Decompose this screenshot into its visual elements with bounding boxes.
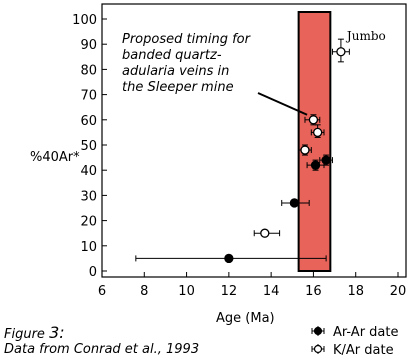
y-tick-label-100: 100 xyxy=(72,13,97,28)
marker-open xyxy=(260,228,270,238)
x-tick-label-12: 12 xyxy=(221,284,238,299)
y-tick-label-10: 10 xyxy=(80,240,97,255)
x-tick-label-20: 20 xyxy=(390,284,407,299)
y-tick-label-80: 80 xyxy=(80,63,97,78)
x-tick-label-14: 14 xyxy=(263,284,280,299)
data-point-arar-1 xyxy=(135,253,327,264)
x-tick-label-10: 10 xyxy=(178,284,195,299)
figure-number: 3: xyxy=(49,323,65,342)
marker-open xyxy=(300,145,310,155)
marker-filled xyxy=(321,155,331,165)
annotation-line-2: banded quartz- xyxy=(122,48,222,63)
annotation-box: Proposed timing for banded quartz- adula… xyxy=(122,32,302,96)
figure-caption: Figure 3: xyxy=(4,323,65,342)
data-point-kar-2 xyxy=(298,144,312,156)
axis-layer: 0 10 20 30 40 50 60 70 80 90 100 6 8 10 12 14 16 18 20 xyxy=(72,13,406,299)
legend: Ar-Ar date K/Ar date xyxy=(311,325,399,358)
x-tick-label-18: 18 xyxy=(347,284,364,299)
highlight-band xyxy=(297,11,332,272)
annotation-arrow xyxy=(257,92,308,116)
marker-open xyxy=(336,47,346,57)
y-tick-label-70: 70 xyxy=(80,89,97,104)
highlight-band-layer xyxy=(297,11,332,272)
legend-label-1: Ar-Ar date xyxy=(333,325,399,340)
legend-label-2: K/Ar date xyxy=(333,343,394,358)
data-point-arar-3 xyxy=(306,159,325,171)
x-tick-label-8: 8 xyxy=(140,284,148,299)
marker-filled xyxy=(289,198,300,208)
y-axis-label: %40Ar* xyxy=(30,150,80,165)
marker-open xyxy=(308,115,319,125)
x-axis-label: Age (Ma) xyxy=(216,311,275,326)
legend-marker xyxy=(313,326,323,336)
y-tick-label-0: 0 xyxy=(89,265,97,280)
data-source: Data from Conrad et al., 1993 xyxy=(4,342,200,357)
legend-item-2: K/Ar date xyxy=(311,343,394,358)
legend-item-1: Ar-Ar date xyxy=(311,325,399,340)
marker-filled xyxy=(224,253,234,264)
data-point-kar-5: Jumbo xyxy=(331,29,386,63)
y-tick-label-20: 20 xyxy=(80,215,97,230)
annotation-layer xyxy=(257,92,308,116)
figure-prefix: Figure xyxy=(4,327,50,342)
plot-frame xyxy=(101,3,407,278)
data-point-kar-3 xyxy=(310,124,325,138)
data-point-kar-1 xyxy=(253,228,281,238)
data-point-arar-2 xyxy=(281,198,310,208)
point-label: Jumbo xyxy=(345,29,386,43)
annotation-line-4: the Sleeper mine xyxy=(122,80,234,95)
data-point-kar-4 xyxy=(304,114,321,126)
marker-filled xyxy=(310,160,321,170)
y-tick-label-60: 60 xyxy=(80,114,97,129)
marker-open xyxy=(313,127,323,138)
x-tick-label-6: 6 xyxy=(98,284,106,299)
data-point-arar-4 xyxy=(319,154,333,166)
annotation-line-1: Proposed timing for xyxy=(122,32,250,47)
y-tick-label-50: 50 xyxy=(80,139,97,154)
data-layer: Jumbo xyxy=(135,29,386,264)
legend-marker xyxy=(313,344,323,354)
y-tick-label-90: 90 xyxy=(80,38,97,53)
annotation-line-3: adularia veins in xyxy=(122,64,230,79)
x-tick-label-16: 16 xyxy=(305,284,322,299)
y-tick-label-30: 30 xyxy=(80,189,97,204)
y-tick-label-40: 40 xyxy=(80,164,97,179)
